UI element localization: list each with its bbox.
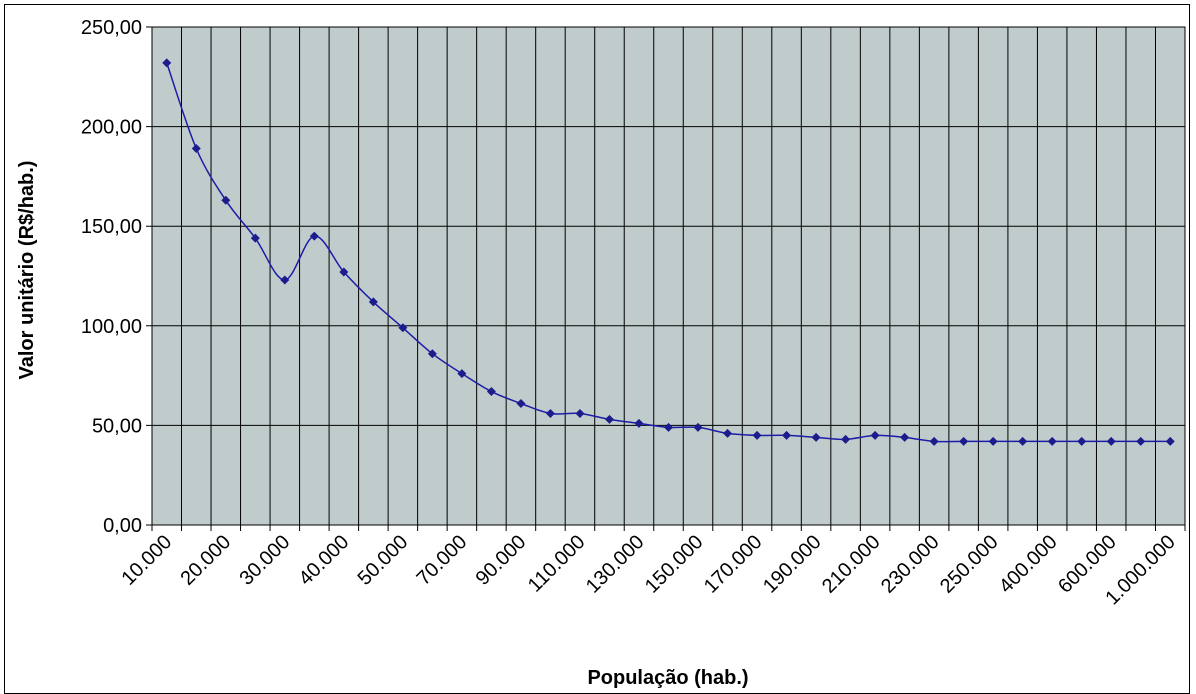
data-point	[398, 323, 408, 333]
y-tick-label: 200,00	[81, 117, 142, 139]
x-tick-label: 170.000	[700, 531, 767, 598]
data-point	[280, 275, 290, 285]
data-point	[1165, 436, 1175, 446]
data-point	[191, 144, 201, 154]
x-tick-label: 250.000	[936, 531, 1003, 598]
data-point	[782, 430, 792, 440]
data-point	[221, 195, 231, 205]
data-point	[1106, 436, 1116, 446]
data-point	[988, 436, 998, 446]
x-axis-ticks: 10.000 20.000 30.000 40.000 50.000 70.000 90.0…	[117, 531, 1179, 609]
data-point	[516, 398, 526, 408]
y-tick-label: 150,00	[81, 216, 142, 238]
data-point	[1136, 436, 1146, 446]
x-tick-label: 50.000	[354, 531, 413, 590]
x-tick-label: 400.000	[995, 531, 1062, 598]
data-point	[457, 369, 467, 379]
plot-area	[151, 26, 1186, 526]
y-tick-label: 100,00	[81, 316, 142, 338]
y-tick-label: 250,00	[81, 17, 142, 39]
data-point	[575, 408, 585, 418]
data-point	[841, 434, 851, 444]
data-point	[929, 436, 939, 446]
data-point	[309, 231, 319, 241]
x-tick-label: 20.000	[177, 531, 236, 590]
x-tick-label: 130.000	[582, 531, 649, 598]
data-point	[811, 432, 821, 442]
y-axis-title: Valor unitário (R$/hab.)	[16, 161, 38, 380]
data-point	[870, 430, 880, 440]
x-tick-label: 30.000	[236, 531, 295, 590]
y-tick-label: 50,00	[92, 415, 142, 437]
data-point	[162, 58, 172, 68]
data-point	[545, 408, 555, 418]
data-point	[693, 422, 703, 432]
x-tick-label: 90.000	[472, 531, 531, 590]
x-tick-label: 110.000	[524, 531, 590, 597]
x-tick-label: 10.000	[117, 531, 176, 590]
data-point	[1047, 436, 1057, 446]
y-axis-ticks: 0,00 50,00 100,00 150,00 200,00 250,00	[81, 17, 142, 537]
x-tick-label: 230.000	[877, 531, 944, 598]
data-point	[1018, 436, 1028, 446]
x-tick-label: 70.000	[413, 531, 472, 590]
data-point	[959, 436, 969, 446]
x-axis-title: População (hab.)	[587, 667, 748, 689]
data-point	[634, 418, 644, 428]
y-tick-label: 0,00	[103, 515, 142, 537]
data-point	[604, 414, 614, 424]
data-point	[752, 430, 762, 440]
data-point	[900, 432, 910, 442]
data-markers	[162, 58, 1175, 446]
data-point	[664, 422, 673, 432]
data-point	[1077, 436, 1087, 446]
x-tick-label: 190.000	[759, 531, 826, 598]
x-tick-label: 150.000	[641, 531, 708, 598]
x-tick-label: 210.000	[818, 531, 885, 598]
data-point	[368, 297, 378, 307]
x-tick-label: 40.000	[295, 531, 354, 590]
gridlines	[146, 26, 1186, 531]
data-point	[339, 267, 349, 277]
data-point	[723, 428, 733, 438]
data-point	[427, 349, 437, 359]
data-point	[250, 233, 260, 243]
data-point	[486, 387, 496, 397]
